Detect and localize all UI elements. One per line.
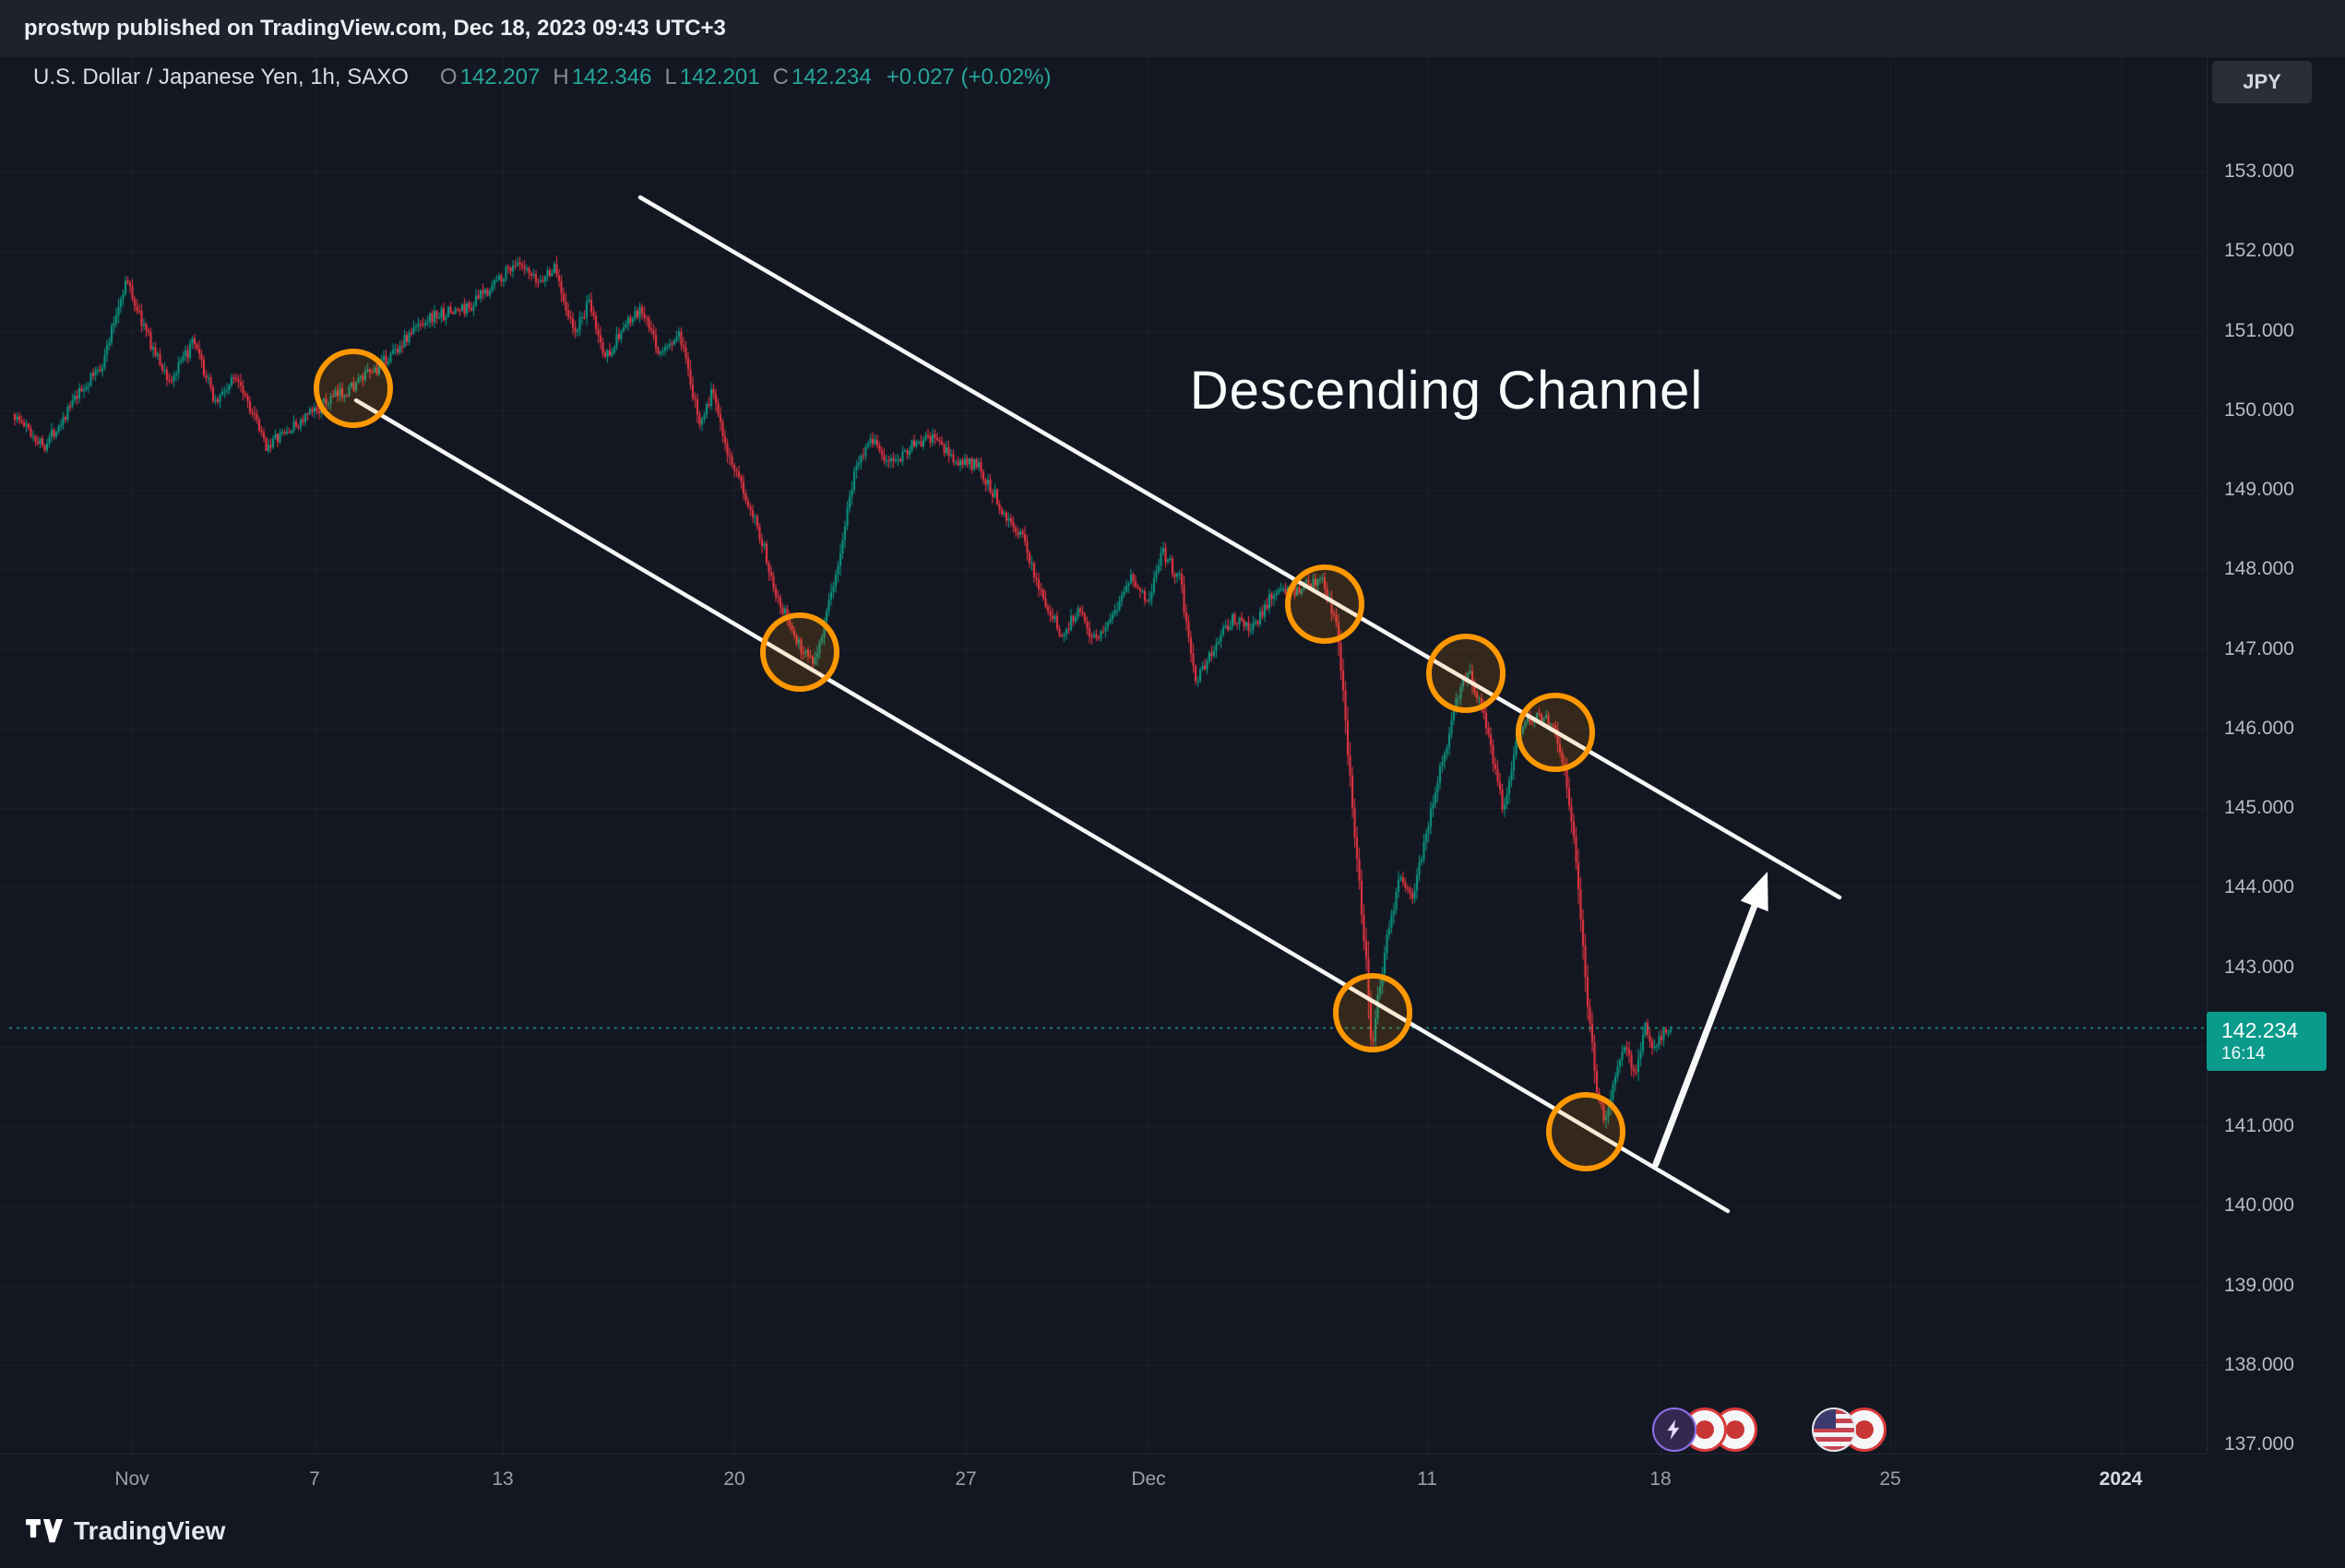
time-tick-label: 27 [955, 1468, 977, 1490]
price-tick-label: 149.000 [2224, 479, 2294, 500]
candlestick-chart-canvas[interactable] [0, 57, 2207, 1454]
us-flag-reaction-icon[interactable] [1812, 1408, 1856, 1452]
time-tick-label: Dec [1131, 1468, 1166, 1490]
time-axis[interactable]: Nov 7 13 20 27 Dec 11 18 25 2024 [0, 1454, 2207, 1506]
price-tick-label: 147.000 [2224, 637, 2294, 659]
time-tick-label: 2024 [2099, 1468, 2143, 1490]
time-tick-label: Nov [114, 1468, 149, 1490]
lightning-reaction-icon[interactable] [1652, 1408, 1696, 1452]
last-price-badge: 142.234 16:14 [2207, 1011, 2327, 1071]
price-tick-label: 137.000 [2224, 1433, 2294, 1455]
price-tick-label: 153.000 [2224, 160, 2294, 182]
time-tick-label: 7 [309, 1468, 320, 1490]
price-tick-label: 146.000 [2224, 717, 2294, 739]
time-tick-label: 18 [1649, 1468, 1672, 1490]
time-tick-label: 25 [1879, 1468, 1901, 1490]
price-axis[interactable]: 153.000 152.000 151.000 150.000 149.000 148.0… [2207, 57, 2345, 1455]
publish-header-text: prostwp published on TradingView.com, De… [24, 16, 726, 41]
tradingview-branding[interactable]: TradingView [26, 1516, 225, 1546]
tradingview-logo-text: TradingView [74, 1516, 226, 1545]
price-tick-label: 143.000 [2224, 956, 2294, 978]
price-tick-label: 138.000 [2224, 1353, 2294, 1375]
bar-countdown: 16:14 [2221, 1044, 2266, 1064]
high-value: 142.346 [571, 65, 652, 89]
price-tick-label: 151.000 [2224, 319, 2294, 341]
price-tick-label: 152.000 [2224, 240, 2294, 262]
close-label: C [772, 65, 789, 89]
open-value: 142.207 [459, 65, 541, 89]
price-tick-label: 139.000 [2224, 1274, 2294, 1296]
price-tick-label: 140.000 [2224, 1194, 2294, 1217]
publish-header: prostwp published on TradingView.com, De… [0, 0, 2345, 57]
channel-annotation-label: Descending Channel [1189, 361, 1704, 421]
time-tick-label: 20 [723, 1468, 745, 1490]
currency-toggle-button[interactable]: JPY [2212, 61, 2312, 103]
low-value: 142.201 [679, 65, 760, 89]
open-label: O [439, 65, 458, 89]
high-label: H [553, 65, 569, 89]
last-price-value: 142.234 [2221, 1017, 2299, 1042]
price-tick-label: 150.000 [2224, 398, 2294, 421]
time-tick-label: 13 [492, 1468, 514, 1490]
price-tick-label: 145.000 [2224, 797, 2294, 818]
symbol-info-row[interactable]: U.S. Dollar / Japanese Yen, 1h, SAXO O 1… [33, 65, 1052, 90]
close-value: 142.234 [791, 65, 872, 89]
price-tick-label: 141.000 [2224, 1115, 2294, 1136]
tradingview-logo-icon [26, 1519, 63, 1543]
price-tick-label: 144.000 [2224, 876, 2294, 898]
low-label: L [664, 65, 677, 89]
symbol-title: U.S. Dollar / Japanese Yen, 1h, SAXO [33, 65, 409, 89]
change-value: +0.027 (+0.02%) [886, 65, 1052, 89]
price-tick-label: 148.000 [2224, 558, 2294, 580]
time-tick-label: 11 [1417, 1468, 1437, 1490]
